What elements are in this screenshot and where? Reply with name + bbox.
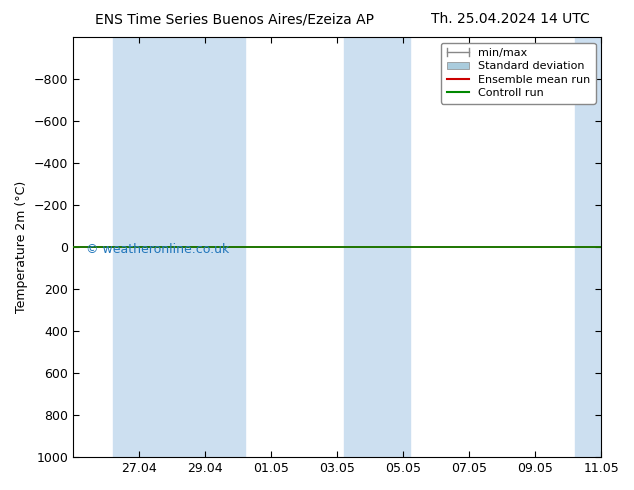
Bar — [112, 37, 179, 457]
Y-axis label: Temperature 2m (°C): Temperature 2m (°C) — [15, 181, 28, 313]
Text: ENS Time Series Buenos Aires/Ezeiza AP: ENS Time Series Buenos Aires/Ezeiza AP — [95, 12, 374, 26]
Text: © weatheronline.co.uk: © weatheronline.co.uk — [86, 243, 230, 256]
Bar — [574, 37, 608, 457]
Bar — [344, 37, 410, 457]
Bar — [179, 37, 245, 457]
Legend: min/max, Standard deviation, Ensemble mean run, Controll run: min/max, Standard deviation, Ensemble me… — [441, 43, 595, 104]
Text: Th. 25.04.2024 14 UTC: Th. 25.04.2024 14 UTC — [431, 12, 590, 26]
